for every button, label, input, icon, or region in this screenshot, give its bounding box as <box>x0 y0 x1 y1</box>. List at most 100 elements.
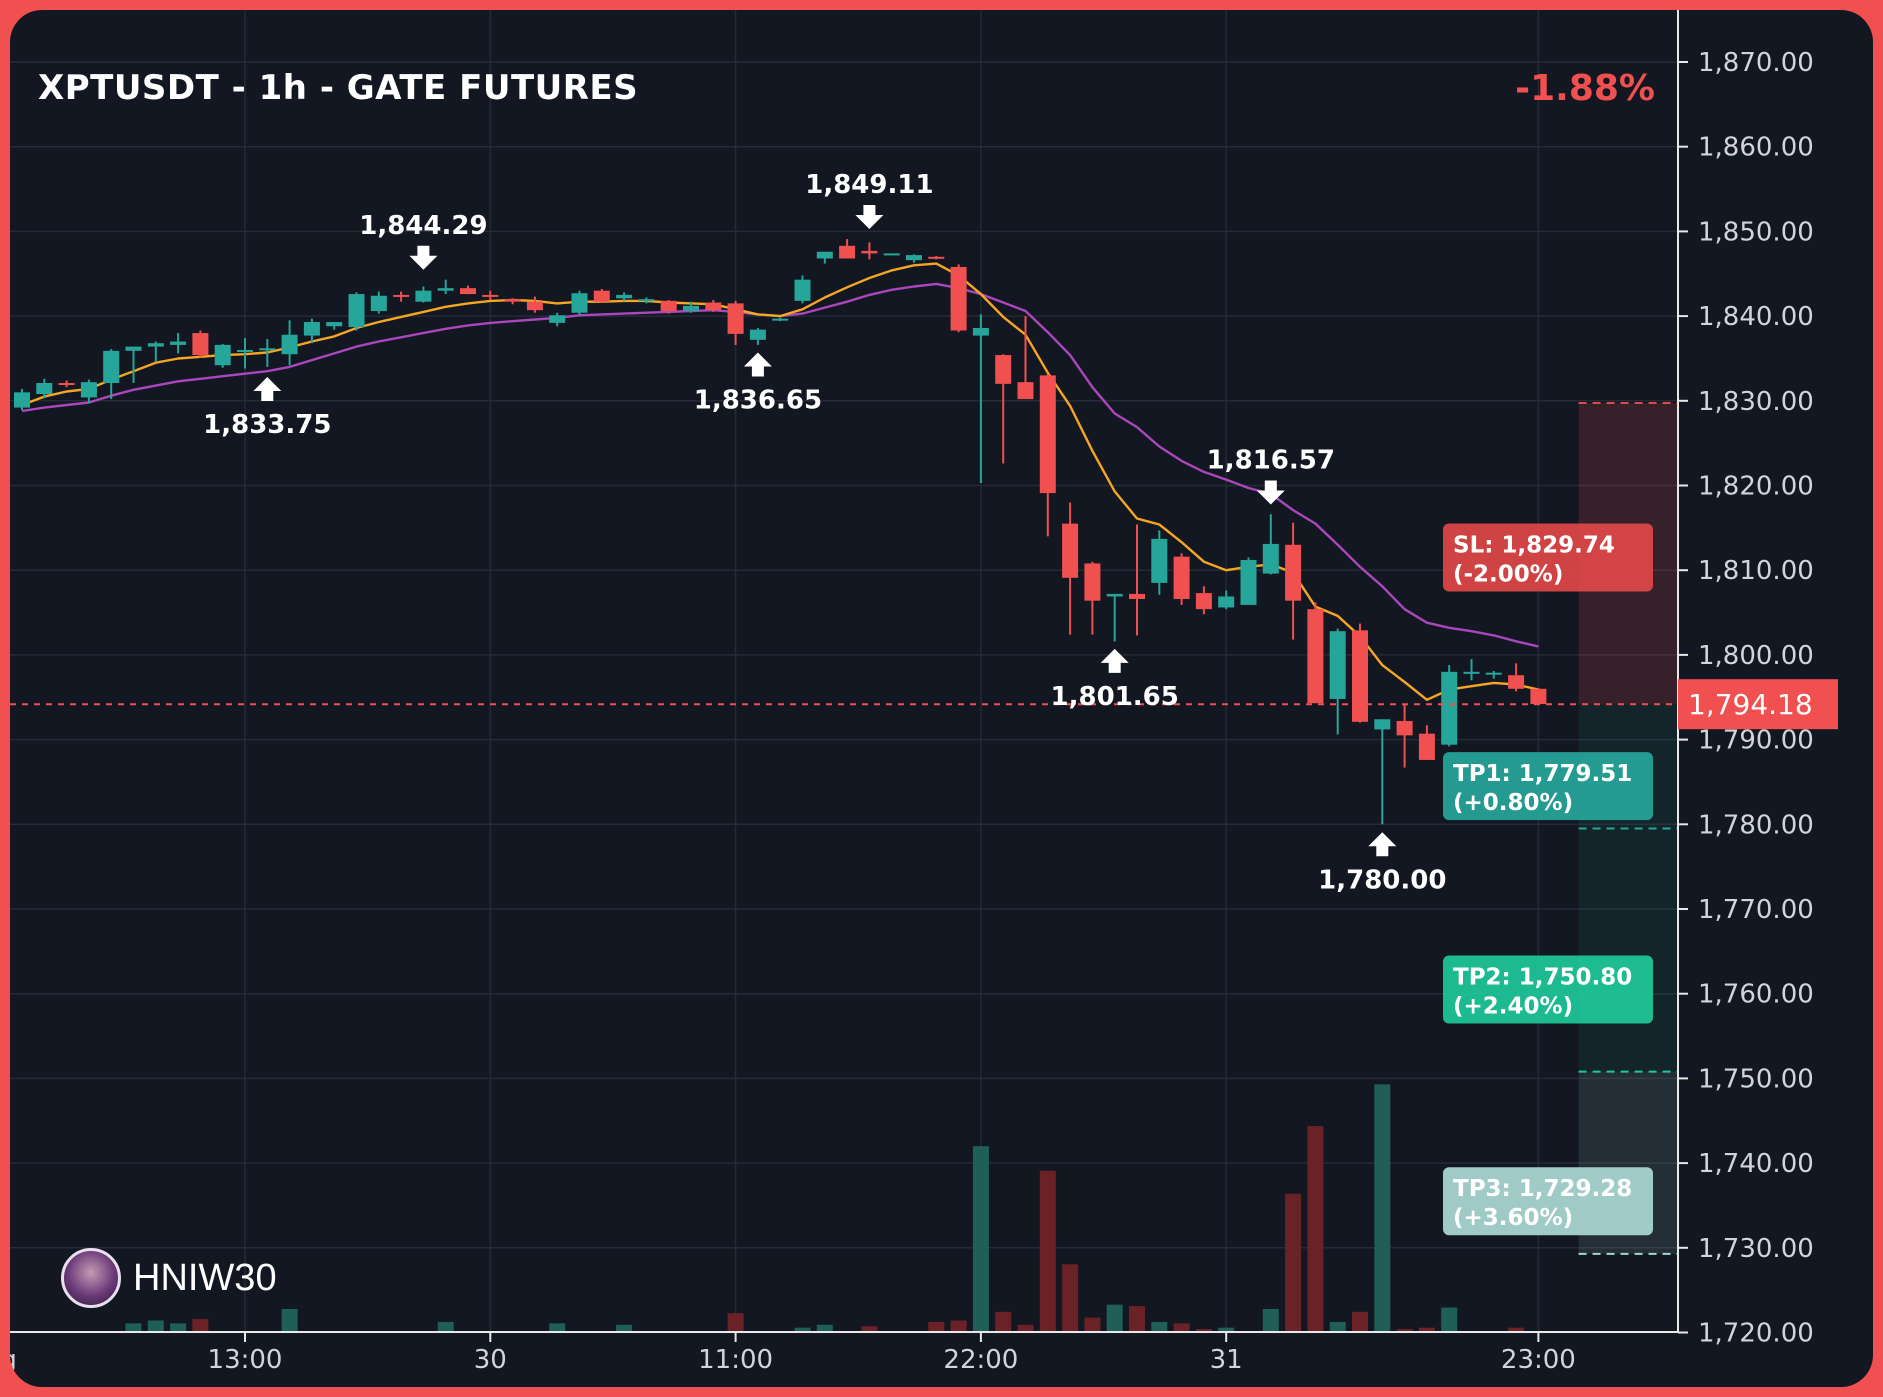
candle-body <box>1352 630 1368 722</box>
candle <box>1352 623 1368 723</box>
volume-bar <box>1262 1308 1279 1332</box>
volume-bar <box>972 1146 989 1332</box>
candle <box>437 279 454 295</box>
x-tick-label: 22:00 <box>943 1345 1018 1375</box>
candle-body <box>237 349 253 352</box>
candle-body <box>1463 671 1480 674</box>
candle <box>1508 663 1525 692</box>
price-chart[interactable]: SL: 1,829.74 (-2.00%) TP1: 1,779.51 (+0.80%… <box>10 10 1873 1387</box>
candle <box>638 297 655 304</box>
candle-body <box>794 279 811 301</box>
candle-body <box>370 295 387 312</box>
candle-body <box>504 299 521 302</box>
y-tick-label: 1,770.00 <box>1698 895 1814 925</box>
volume-bar <box>170 1323 187 1332</box>
level-label-box <box>1443 752 1653 821</box>
candle <box>1106 593 1123 642</box>
page-title: XPTUSDT - 1h - GATE FUTURES <box>38 68 639 108</box>
candle-body <box>593 290 610 302</box>
candle-body <box>549 315 566 323</box>
candle-body <box>1062 523 1079 578</box>
price-annotation: 1,801.65 <box>1051 648 1179 712</box>
candle <box>883 253 900 256</box>
candle-body <box>80 382 97 398</box>
candle-body <box>170 341 187 345</box>
candle <box>1218 590 1235 610</box>
arrow-down-icon <box>855 204 884 229</box>
avatar-icon <box>61 1248 121 1308</box>
candle <box>571 290 588 316</box>
candle-body <box>1396 720 1413 736</box>
annotation-label: 1,801.65 <box>1051 682 1179 712</box>
candle <box>1017 316 1034 400</box>
candle-body <box>839 245 856 259</box>
brand-name: HNIW30 <box>133 1256 277 1299</box>
candle <box>237 338 253 369</box>
candle <box>214 344 231 368</box>
candle-body <box>883 253 900 256</box>
candle-body <box>1017 382 1034 400</box>
arrow-down-icon <box>1256 480 1285 505</box>
candle <box>80 379 97 404</box>
price-annotation: 1,844.29 <box>359 211 488 270</box>
x-tick-label: 13:00 <box>208 1345 283 1375</box>
arrow-down-icon <box>409 245 438 270</box>
candle <box>1039 373 1056 537</box>
candle <box>705 300 722 312</box>
candle <box>526 296 543 313</box>
candle-body <box>36 383 53 395</box>
candle-body <box>303 322 320 336</box>
candle-body <box>906 255 922 261</box>
candle <box>103 349 120 400</box>
volume-bar <box>1329 1321 1346 1332</box>
candle-body <box>705 302 722 311</box>
y-tick-label: 1,730.00 <box>1698 1234 1814 1264</box>
level-label-text: TP1: 1,779.51 <box>1453 761 1632 787</box>
x-tick-label: g <box>10 1345 17 1375</box>
candle-body <box>638 299 655 302</box>
candle-body <box>1530 688 1547 705</box>
candle <box>58 380 75 388</box>
arrow-up-icon <box>1368 832 1397 857</box>
volume-bar <box>616 1324 633 1332</box>
candle <box>14 388 30 411</box>
y-tick-label: 1,870.00 <box>1698 48 1814 78</box>
level-label-tp1: TP1: 1,779.51 (+0.80%) <box>1443 752 1653 821</box>
y-tick-label: 1,780.00 <box>1698 810 1814 840</box>
level-label-box <box>1443 1167 1653 1236</box>
price-annotation: 1,849.11 <box>805 170 934 229</box>
candle <box>593 288 610 303</box>
volume-bar <box>995 1311 1012 1332</box>
volume-bar <box>549 1323 566 1332</box>
y-tick-label: 1,720.00 <box>1698 1319 1814 1349</box>
candle-body <box>950 266 967 331</box>
candle <box>816 251 833 264</box>
candle-body <box>749 329 766 340</box>
x-tick-label: 31 <box>1210 1345 1243 1375</box>
candle-body <box>526 301 543 311</box>
candle-body <box>437 288 454 291</box>
price-annotation: 1,816.57 <box>1207 446 1335 505</box>
x-tick-label: 30 <box>474 1345 507 1375</box>
volume-bar <box>727 1313 744 1332</box>
level-label-box <box>1443 523 1653 592</box>
x-tick-label: 23:00 <box>1501 1345 1576 1375</box>
candle <box>1463 659 1480 681</box>
candle-body <box>393 294 410 297</box>
level-label-pct: (+0.80%) <box>1453 790 1573 816</box>
candle-body <box>1374 719 1391 730</box>
volume-bar <box>1151 1321 1168 1332</box>
volume-bar <box>1307 1126 1324 1332</box>
annotation-label: 1,844.29 <box>359 211 487 241</box>
candle <box>1307 602 1324 704</box>
volume-bar <box>861 1326 878 1332</box>
candle <box>1418 725 1435 760</box>
x-tick-label: 11:00 <box>698 1345 773 1375</box>
y-tick-label: 1,760.00 <box>1698 980 1814 1010</box>
y-tick-label: 1,860.00 <box>1698 133 1814 163</box>
candle-body <box>281 334 298 355</box>
candle <box>794 275 811 304</box>
candle-body <box>1441 671 1458 745</box>
y-tick-label: 1,820.00 <box>1698 472 1814 502</box>
candle-body <box>928 256 945 259</box>
